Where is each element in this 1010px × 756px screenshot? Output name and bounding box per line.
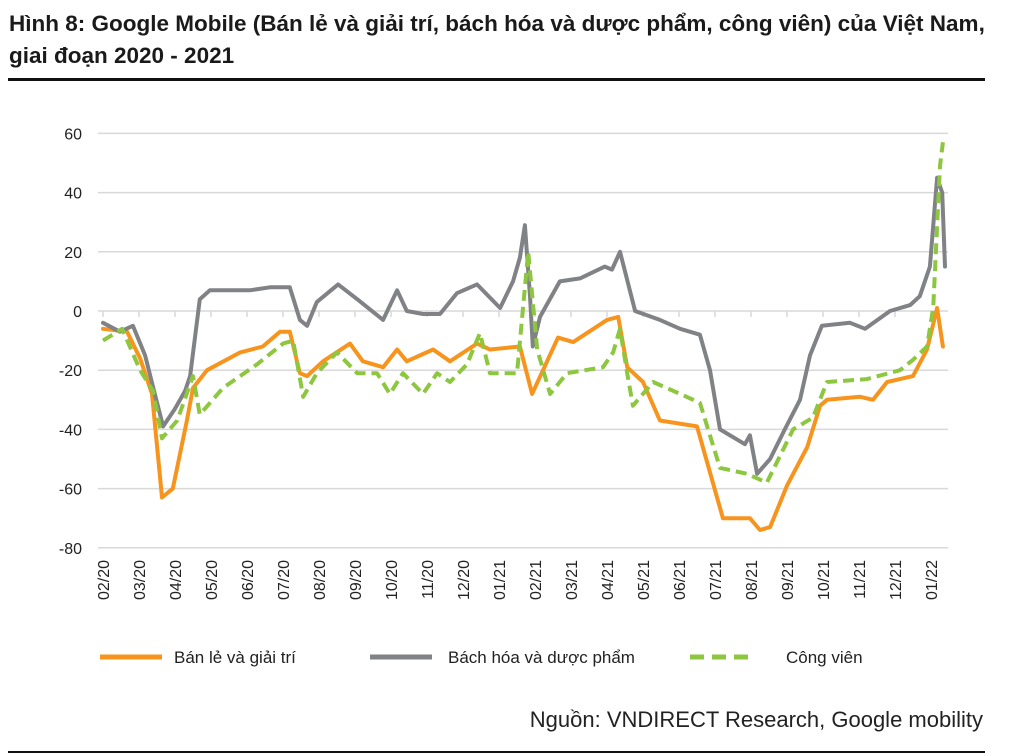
figure-title: Hình 8: Google Mobile (Bán lẻ và giải tr… [9, 11, 985, 68]
x-tick-label: 01/21 [492, 560, 509, 600]
x-tick-label: 05/20 [204, 560, 221, 600]
x-tick-label: 09/21 [780, 560, 797, 600]
y-tick-label: 40 [64, 186, 82, 203]
x-tick-label: 01/22 [924, 560, 941, 600]
series-line-1 [101, 306, 945, 532]
x-tick-label: 02/21 [528, 560, 545, 600]
x-tick-label: 06/20 [240, 560, 257, 600]
x-tick-label: 11/21 [852, 560, 869, 599]
x-tick-label: 05/21 [636, 560, 653, 600]
y-tick-label: -20 [59, 363, 82, 380]
y-tick-label: -80 [59, 541, 82, 558]
x-tick-label: 06/21 [672, 560, 689, 600]
y-tick-label: -40 [59, 422, 82, 439]
x-tick-label: 12/21 [888, 560, 905, 600]
series-line-3 [101, 142, 945, 485]
x-tick-label: 08/20 [312, 560, 329, 600]
legend-label: Công viên [786, 648, 863, 667]
x-tick-label: 04/20 [168, 560, 185, 600]
x-tick-label: 08/21 [744, 560, 761, 600]
y-tick-label: 0 [73, 304, 82, 321]
y-tick-label: 60 [64, 126, 82, 143]
bottom-rule [8, 751, 985, 753]
x-tick-label: 02/20 [96, 560, 113, 600]
x-tick-label: 12/20 [456, 560, 473, 600]
x-tick-label: 10/21 [816, 560, 833, 600]
y-tick-label: 20 [64, 245, 82, 262]
x-tick-label: 07/21 [708, 560, 725, 600]
x-tick-label: 07/20 [276, 560, 293, 600]
source-note: Nguồn: VNDIRECT Research, Google mobilit… [529, 707, 983, 732]
x-tick-label: 09/20 [348, 560, 365, 600]
legend-label: Bán lẻ và giải trí [174, 648, 296, 667]
title-rule [8, 78, 985, 81]
x-tick-label: 03/20 [132, 560, 149, 600]
x-tick-label: 10/20 [384, 560, 401, 600]
x-tick-label: 11/20 [420, 560, 437, 599]
y-tick-label: -60 [59, 482, 82, 499]
x-tick-label: 03/21 [564, 560, 581, 600]
x-tick-label: 04/21 [600, 560, 617, 600]
legend-label: Bách hóa và dược phẩm [448, 648, 635, 667]
